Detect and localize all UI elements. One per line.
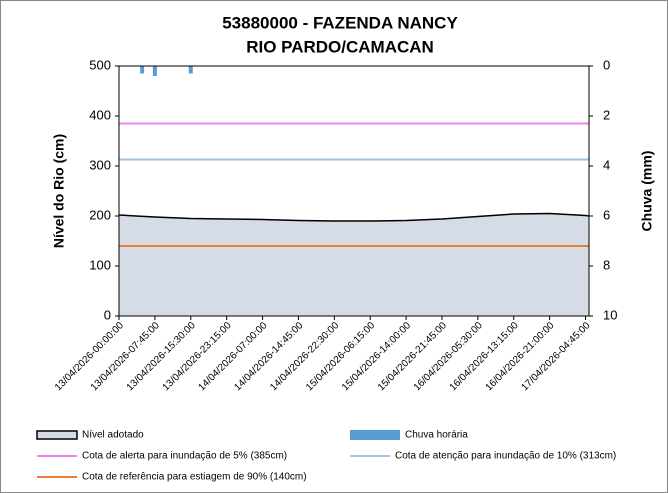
area-fill: [119, 213, 589, 316]
y-tick-label: 400: [89, 107, 111, 122]
y2-tick-label: 8: [603, 257, 610, 272]
legend-label: Cota de atenção para inundação de 10% (3…: [395, 451, 616, 462]
y-tick-label: 200: [89, 207, 111, 222]
legend-label: Nível adotado: [82, 430, 144, 441]
chart-title: 53880000 - FAZENDA NANCY: [222, 13, 458, 32]
y-tick-label: 0: [104, 307, 111, 322]
chart-subtitle: RIO PARDO/CAMACAN: [246, 37, 434, 56]
rain-bar: [140, 66, 145, 74]
y2-tick-label: 6: [603, 207, 610, 222]
legend-swatch: [350, 430, 400, 440]
legend-label: Cota de alerta para inundação de 5% (385…: [82, 451, 287, 462]
y2-tick-label: 4: [603, 157, 610, 172]
y-axis-title: Nível do Rio (cm): [51, 134, 67, 248]
y-tick-label: 100: [89, 257, 111, 272]
legend-label: Cota de referência para estiagem de 90% …: [82, 472, 307, 483]
y2-tick-label: 10: [603, 307, 617, 322]
plot-frame: [118, 65, 590, 317]
rain-bar: [188, 66, 193, 74]
legend-label: Chuva horária: [405, 430, 468, 441]
y2-tick-label: 0: [603, 57, 610, 72]
legend-swatch: [36, 430, 78, 440]
area-line: [118, 212, 590, 222]
rain-bar: [152, 66, 157, 76]
y2-tick-label: 2: [603, 107, 610, 122]
y2-axis-title: Chuva (mm): [639, 151, 655, 232]
y-tick-label: 300: [89, 157, 111, 172]
y-tick-label: 500: [89, 57, 111, 72]
